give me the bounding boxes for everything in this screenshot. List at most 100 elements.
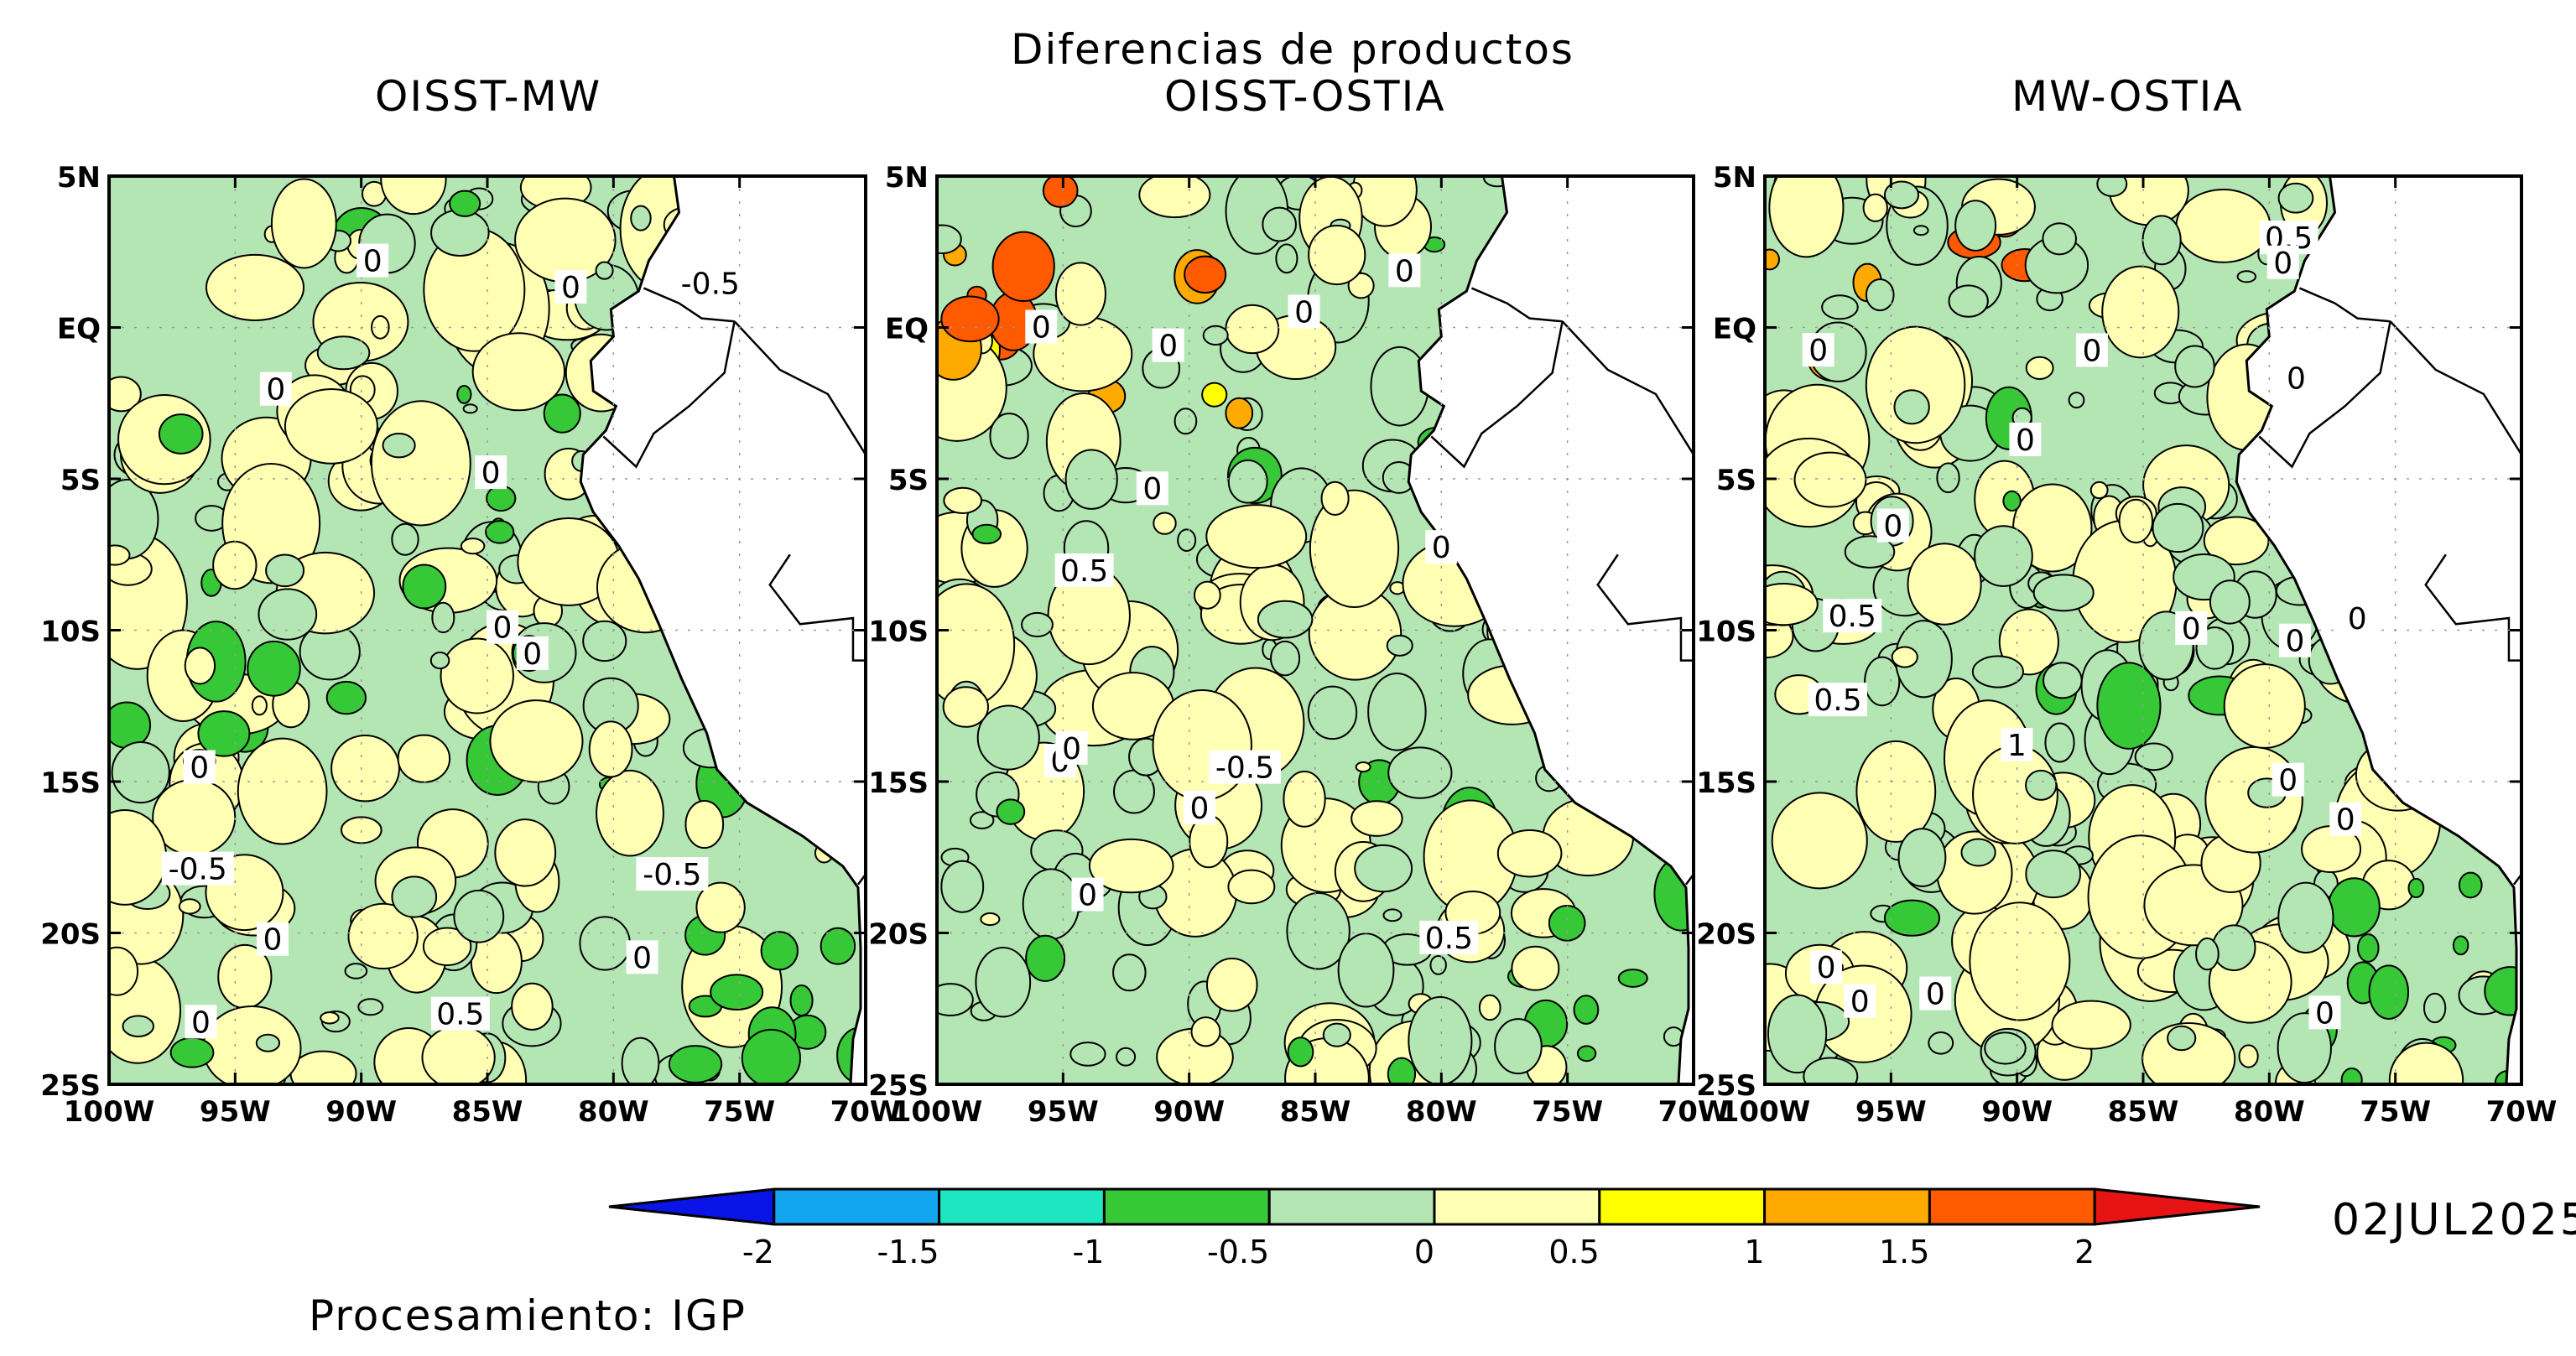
contour-label: 0: [1808, 334, 1828, 368]
contour-label-bg: [1071, 877, 1104, 912]
contour-label: 0: [561, 271, 580, 305]
map-panel-3: 0.510.50.50000000000000005NEQ5S10S15S20S…: [1696, 161, 2558, 1129]
contour-label-bg: [2280, 361, 2313, 395]
contour-label: 0: [1078, 879, 1097, 913]
contour-label: 0: [263, 923, 283, 958]
contour-label-bg: [259, 371, 292, 406]
country-border: [768, 553, 866, 662]
contour-label: 0: [2082, 334, 2101, 368]
lon-tick-label: 80W: [578, 1095, 649, 1129]
lon-tick-label: 100W: [892, 1095, 982, 1129]
contour-label-bg: [2308, 995, 2341, 1030]
lat-tick-label: EQ: [1713, 313, 1756, 346]
contour-label-bg: [1844, 984, 1876, 1018]
lon-tick-label: 85W: [1280, 1095, 1351, 1129]
lat-tick-label: 15S: [868, 766, 929, 800]
lon-tick-label: 70W: [2486, 1095, 2558, 1129]
figure-title: Diferencias de productos: [1011, 25, 1574, 74]
contour-label: 0.5: [1425, 922, 1473, 956]
contour-label-bg: [516, 636, 549, 670]
contour-label-bg: [257, 922, 289, 956]
lon-tick-label: 70W: [830, 1095, 902, 1129]
lon-tick-label: 100W: [1720, 1095, 1810, 1129]
lat-tick-label: 20S: [868, 918, 929, 952]
contour-label-bg: [1183, 790, 1215, 824]
contour-label: 0: [2016, 423, 2035, 458]
lon-tick-label: 85W: [2108, 1095, 2179, 1129]
contour-label: 0: [1395, 254, 1414, 288]
contour-label-bg: [2175, 610, 2208, 645]
contour-label-bg: [2278, 623, 2311, 657]
lat-tick-label: 5N: [1713, 161, 1756, 195]
contour-label: -0.5: [169, 853, 227, 887]
lon-tick-label: 100W: [64, 1095, 154, 1129]
land-mask: [2235, 176, 2521, 1084]
lat-tick-label: 25S: [868, 1069, 929, 1103]
contour-label-bg: [356, 243, 389, 278]
lat-tick-label: 10S: [868, 616, 929, 649]
contour-label: 0: [1432, 531, 1451, 565]
contour-label-bg: [1810, 950, 1843, 985]
lat-tick-label: 5N: [885, 161, 929, 195]
contour-label-bg: [1055, 730, 1088, 765]
contour-label: 0.5: [1829, 600, 1876, 634]
country-border: [2298, 287, 2391, 323]
contour-label-bg: [161, 851, 234, 886]
contour-label-bg: [1025, 309, 1058, 344]
contour-label-bg: [636, 857, 709, 891]
date-label: 02JUL2025: [2332, 1195, 2576, 1245]
contour-label-bg: [486, 610, 518, 644]
contour-label-bg: [185, 1005, 217, 1039]
contour-label-bg: [2272, 762, 2304, 797]
lon-tick-label: 75W: [1532, 1095, 1603, 1129]
contour-label-bg: [1419, 920, 1479, 954]
contour-label: 0: [2273, 247, 2292, 281]
contour-label-bg: [1823, 599, 1882, 633]
contour-label: -0.5: [643, 858, 701, 892]
contour-label-bg: [1388, 253, 1421, 288]
country-border: [733, 320, 866, 455]
panel-title-3: MW-OSTIA: [2011, 72, 2244, 121]
land-mask: [579, 176, 866, 1084]
lon-tick-label: 95W: [1855, 1095, 1927, 1129]
lat-tick-label: 5S: [888, 464, 929, 497]
map-panel-2: 0.50.50000000000-0.55NEQ5S10S15S20S25S10…: [868, 161, 1730, 1129]
lon-tick-label: 95W: [200, 1095, 271, 1129]
contour-label-bg: [1209, 750, 1282, 784]
contour-label: 0: [1850, 985, 1870, 1020]
lon-tick-label: 80W: [1406, 1095, 1477, 1129]
contour-label: 0: [632, 941, 652, 975]
lon-tick-label: 75W: [704, 1095, 775, 1129]
lon-tick-label: 80W: [2234, 1095, 2305, 1129]
contour-label: 0: [2182, 612, 2201, 647]
contour-label-bg: [1802, 333, 1834, 367]
lat-tick-label: 25S: [40, 1069, 101, 1103]
processing-credit: Procesamiento: IGP: [309, 1291, 747, 1340]
lat-tick-label: 10S: [1696, 616, 1756, 649]
contour-label: 0: [2278, 764, 2298, 798]
lat-tick-label: 15S: [1696, 766, 1756, 800]
contour-label: 0: [363, 245, 382, 279]
contour-label-bg: [1425, 530, 1458, 564]
contour-label: 0: [1817, 951, 1836, 985]
lon-tick-label: 90W: [1981, 1095, 2053, 1129]
country-border: [1470, 287, 1563, 323]
lon-tick-label: 70W: [1658, 1095, 1730, 1129]
contour-label-bg: [554, 270, 587, 304]
contour-label-bg: [2329, 802, 2362, 836]
contour-label-bg: [475, 455, 507, 490]
contour-label: 0.5: [1060, 554, 1108, 589]
contour-label-bg: [2001, 727, 2033, 761]
country-border: [1430, 321, 1564, 469]
lon-tick-label: 90W: [1153, 1095, 1225, 1129]
contour-label-bg: [2009, 422, 2042, 456]
contour-label: 0: [2287, 361, 2306, 396]
contour-label: 0: [481, 456, 501, 491]
contour-label: 0: [1189, 792, 1209, 826]
lat-tick-label: 15S: [40, 766, 101, 800]
lon-tick-label: 85W: [452, 1095, 523, 1129]
contour-label: 0: [1032, 311, 1051, 345]
